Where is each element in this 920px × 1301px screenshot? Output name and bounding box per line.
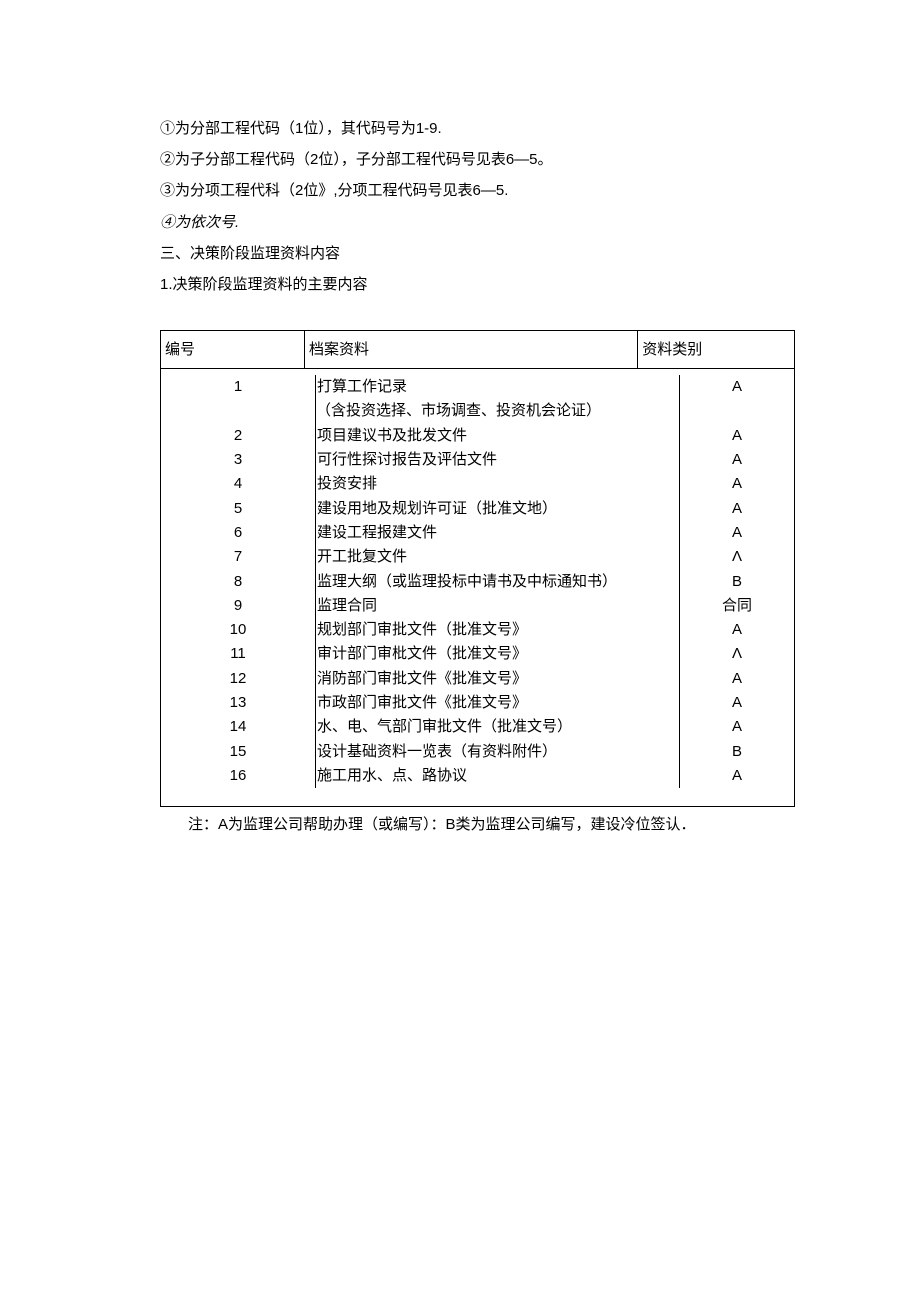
cell-number: 16 xyxy=(161,764,316,788)
cell-category: A xyxy=(680,424,794,448)
cell-number: 3 xyxy=(161,448,316,472)
cell-name: 建设用地及规划许可证（批准文地） xyxy=(316,497,680,521)
table-row: 10规划部门审批文件（批准文号》A xyxy=(161,618,794,642)
cell-name: 打算工作记录 xyxy=(316,375,680,399)
table-row: 2项目建议书及批发文件A xyxy=(161,424,794,448)
para-2: ②为子分部工程代码（2位），子分部工程代码号见表6—5。 xyxy=(160,144,795,175)
cell-number: 14 xyxy=(161,715,316,739)
cell-category xyxy=(680,399,794,423)
cell-category: Λ xyxy=(680,642,794,666)
cell-category: A xyxy=(680,472,794,496)
header-name: 档案资料 xyxy=(305,331,638,369)
cell-name: 开工批复文件 xyxy=(316,545,680,569)
cell-sub: （含投资选择、市场调查、投资机会论证） xyxy=(316,399,680,423)
table-row: 16施工用水、点、路协议A xyxy=(161,764,794,788)
table-row: 9监理合同合同 xyxy=(161,594,794,618)
cell-name: 施工用水、点、路协议 xyxy=(316,764,680,788)
cell-number: 1 xyxy=(161,375,316,399)
para-6: 1.决策阶段监理资料的主要内容 xyxy=(160,269,795,300)
table-row: 7开工批复文件Λ xyxy=(161,545,794,569)
cell-category: A xyxy=(680,618,794,642)
para-5: 三、决策阶段监理资料内容 xyxy=(160,238,795,269)
cell-category: A xyxy=(680,667,794,691)
table-row: 14水、电、气部门审批文件（批准文号）A xyxy=(161,715,794,739)
cell-category: A xyxy=(680,375,794,399)
cell-number: 8 xyxy=(161,570,316,594)
table-body-row: 1打算工作记录A （含投资选择、市场调查、投资机会论证） 2项目建议书及批发文件… xyxy=(161,369,795,807)
cell-name: 规划部门审批文件（批准文号》 xyxy=(316,618,680,642)
cell-category: A xyxy=(680,691,794,715)
table-row: 1打算工作记录A xyxy=(161,375,794,399)
cell-number: 7 xyxy=(161,545,316,569)
table-row: 13市政部门审批文件《批准文号》A xyxy=(161,691,794,715)
para-3: ③为分项工程代科（2位》,分项工程代码号见表6—5. xyxy=(160,175,795,206)
cell-number: 2 xyxy=(161,424,316,448)
cell-number: 12 xyxy=(161,667,316,691)
cell-category: B xyxy=(680,570,794,594)
table-row: 8监理大纲（或监理投标中请书及中标通知书）B xyxy=(161,570,794,594)
table-header-row: 编号 档案资料 资料类别 xyxy=(161,331,795,369)
table-row-sub: （含投资选择、市场调查、投资机会论证） xyxy=(161,399,794,423)
cell-name: 设计基础资料一览表（有资料附件） xyxy=(316,740,680,764)
table-row: 15设计基础资料一览表（有资料附件）B xyxy=(161,740,794,764)
cell-category: A xyxy=(680,448,794,472)
table-row: 11审计部门审枇文件（批准文号》Λ xyxy=(161,642,794,666)
cell-name: 市政部门审批文件《批准文号》 xyxy=(316,691,680,715)
cell-category: A xyxy=(680,764,794,788)
cell-number: 15 xyxy=(161,740,316,764)
cell-number: 9 xyxy=(161,594,316,618)
cell-name: 可行性探讨报告及评估文件 xyxy=(316,448,680,472)
cell-category: B xyxy=(680,740,794,764)
cell-name: 审计部门审枇文件（批准文号》 xyxy=(316,642,680,666)
cell-number: 4 xyxy=(161,472,316,496)
cell-name: 投资安排 xyxy=(316,472,680,496)
cell-name: 建设工程报建文件 xyxy=(316,521,680,545)
materials-table: 编号 档案资料 资料类别 1打算工作记录A （含投资选择、市场调查、投资机会论证… xyxy=(160,330,795,807)
cell-number: 13 xyxy=(161,691,316,715)
cell-number: 11 xyxy=(161,642,316,666)
cell-name: 监理大纲（或监理投标中请书及中标通知书） xyxy=(316,570,680,594)
header-category: 资料类别 xyxy=(638,331,795,369)
header-number: 编号 xyxy=(161,331,305,369)
table-row: 12消防部门审批文件《批准文号》A xyxy=(161,667,794,691)
cell-number xyxy=(161,399,316,423)
cell-name: 消防部门审批文件《批准文号》 xyxy=(316,667,680,691)
cell-number: 5 xyxy=(161,497,316,521)
cell-category: Λ xyxy=(680,545,794,569)
intro-paragraphs: ①为分部工程代码（1位），其代码号为1-9. ②为子分部工程代码（2位），子分部… xyxy=(160,113,795,300)
cell-number: 6 xyxy=(161,521,316,545)
cell-name: 水、电、气部门审批文件（批准文号） xyxy=(316,715,680,739)
cell-category: A xyxy=(680,715,794,739)
table-row: 3可行性探讨报告及评估文件A xyxy=(161,448,794,472)
para-1: ①为分部工程代码（1位），其代码号为1-9. xyxy=(160,113,795,144)
table-footnote: 注：A为监理公司帮助办理（或编写）：B类为监理公司编写，建设冷位签认． xyxy=(160,813,795,834)
cell-name: 项目建议书及批发文件 xyxy=(316,424,680,448)
table-row: 5建设用地及规划许可证（批准文地）A xyxy=(161,497,794,521)
cell-category: 合同 xyxy=(680,594,794,618)
cell-category: A xyxy=(680,521,794,545)
cell-number: 10 xyxy=(161,618,316,642)
table-row: 4投资安排A xyxy=(161,472,794,496)
table-row: 6建设工程报建文件A xyxy=(161,521,794,545)
cell-category: A xyxy=(680,497,794,521)
para-4: ④为依次号. xyxy=(160,207,795,238)
cell-name: 监理合同 xyxy=(316,594,680,618)
